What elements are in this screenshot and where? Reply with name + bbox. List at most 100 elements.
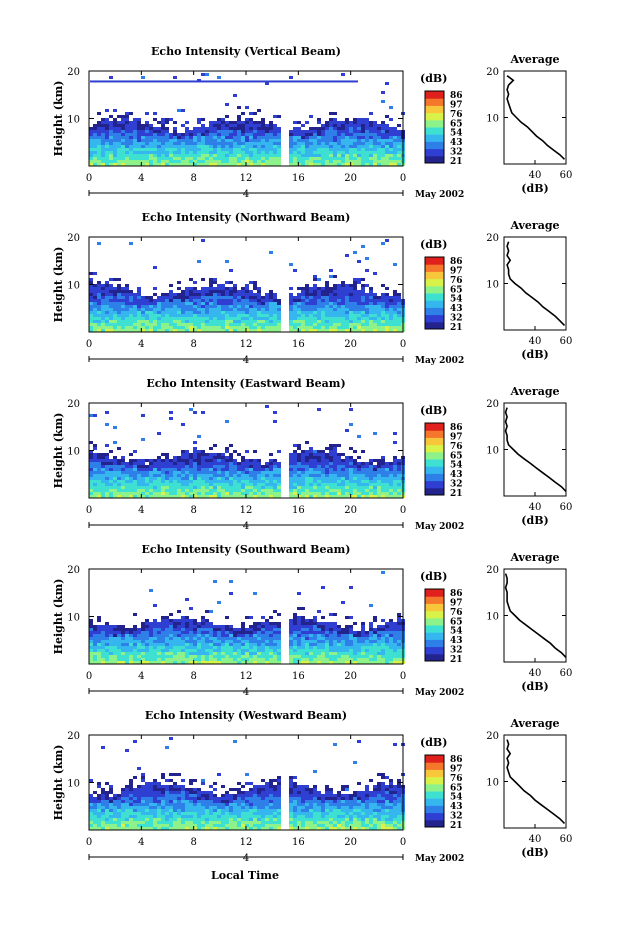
- heatmap-cell: [365, 643, 369, 646]
- heatmap-cell: [289, 658, 293, 661]
- heatmap-cell: [385, 142, 389, 145]
- heatmap-cell: [193, 317, 197, 320]
- heatmap-cell: [109, 474, 113, 477]
- colorbar-tick-label: 54: [450, 461, 463, 471]
- heatmap-cell: [185, 625, 189, 628]
- heatmap-cell: [333, 655, 337, 658]
- colorbar-tick-label: 54: [450, 129, 463, 139]
- heatmap-cell: [121, 640, 125, 643]
- heatmap-cell: [189, 643, 193, 646]
- heatmap-cell: [221, 483, 225, 486]
- heatmap-cell: [181, 290, 185, 293]
- heatmap-cell: [365, 160, 369, 163]
- heatmap-cell: [373, 127, 377, 130]
- heatmap-cell: [265, 655, 269, 658]
- heatmap-cell: [205, 456, 209, 459]
- heatmap-cell: [233, 163, 237, 166]
- heatmap-cell: [121, 302, 125, 305]
- heatmap-cell: [289, 157, 293, 160]
- heatmap-cell: [181, 293, 185, 296]
- heatmap-cell: [241, 311, 245, 314]
- heatmap-cell: [365, 296, 369, 299]
- heatmap-cell: [185, 299, 189, 302]
- heatmap-cell: [137, 127, 141, 130]
- heatmap-cell: [133, 160, 137, 163]
- heatmap-cell: [201, 311, 205, 314]
- heatmap-cell: [345, 646, 349, 649]
- heatmap-cell: [173, 311, 177, 314]
- heatmap-cell: [197, 323, 201, 326]
- heatmap-cell: [181, 139, 185, 142]
- colorbar-swatch: [425, 487, 444, 496]
- heatmap-cell: [389, 652, 393, 655]
- heatmap-cell: [277, 299, 281, 302]
- heatmap-cell: [129, 136, 133, 139]
- heatmap-cell: [249, 157, 253, 160]
- heatmap-cell: [297, 471, 301, 474]
- heatmap-cell: [109, 661, 113, 664]
- heatmap-cell: [337, 299, 341, 302]
- heatmap-cell: [181, 160, 185, 163]
- heatmap-cell: [141, 474, 145, 477]
- heatmap-cell: [361, 293, 365, 296]
- heatmap-cell: [197, 649, 201, 652]
- heatmap-cell: [181, 477, 185, 480]
- heatmap-cell: [321, 305, 325, 308]
- heatmap-cell: [101, 311, 105, 314]
- heatmap-cell: [117, 489, 121, 492]
- heatmap-cell: [145, 148, 149, 151]
- heatmap-cell: [197, 302, 201, 305]
- heatmap-cell: [105, 160, 109, 163]
- heatmap-cell: [321, 628, 325, 631]
- heatmap-cell: [173, 456, 177, 459]
- heatmap-cell: [273, 459, 277, 462]
- heatmap-cell: [377, 148, 381, 151]
- heatmap-cell: [225, 163, 229, 166]
- heatmap-cell: [329, 465, 333, 468]
- heatmap-cell: [273, 329, 277, 332]
- heatmap-cell: [149, 154, 153, 157]
- heatmap-cell: [381, 323, 385, 326]
- heatmap-cell: [145, 631, 149, 634]
- heatmap-cell: [149, 323, 153, 326]
- heatmap-cell: [333, 311, 337, 314]
- heatmap-cell: [233, 290, 237, 293]
- heatmap-cell: [305, 622, 309, 625]
- heatmap-cell: [229, 637, 233, 640]
- heatmap-cell: [141, 640, 145, 643]
- heatmap-cell: [117, 293, 121, 296]
- heatmap-cell: [301, 637, 305, 640]
- heatmap-cell: [377, 163, 381, 166]
- heatmap-cell: [145, 643, 149, 646]
- heatmap-cell: [277, 471, 281, 474]
- heatmap-cell: [245, 326, 249, 329]
- heatmap-cell: [185, 329, 189, 332]
- heatmap-cell: [265, 329, 269, 332]
- heatmap-cell: [201, 658, 205, 661]
- heatmap-cell: [181, 305, 185, 308]
- heatmap-cell: [125, 287, 129, 290]
- heatmap-cell: [333, 154, 337, 157]
- heatmap-cell: [121, 139, 125, 142]
- heatmap-cell: [89, 486, 93, 489]
- heatmap-cell: [197, 658, 201, 661]
- heatmap-cell: [233, 486, 237, 489]
- heatmap-cell: [181, 474, 185, 477]
- heatmap-cell: [337, 314, 341, 317]
- heatmap-cell: [165, 634, 169, 637]
- heatmap-cell: [265, 622, 269, 625]
- heatmap-cell: [369, 139, 373, 142]
- heatmap-cell: [245, 468, 249, 471]
- heatmap-cell: [133, 323, 137, 326]
- heatmap-cell: [225, 317, 229, 320]
- heatmap-cell: [181, 634, 185, 637]
- heatmap-cell: [217, 284, 221, 287]
- heatmap-cell: [145, 296, 149, 299]
- heatmap-cell: [101, 293, 105, 296]
- heatmap-cell: [321, 468, 325, 471]
- heatmap-cell: [157, 456, 161, 459]
- heatmap-cell: [125, 480, 129, 483]
- heatmap-cell: [113, 824, 117, 827]
- heatmap-cell: [289, 483, 293, 486]
- heatmap-cell: [325, 320, 329, 323]
